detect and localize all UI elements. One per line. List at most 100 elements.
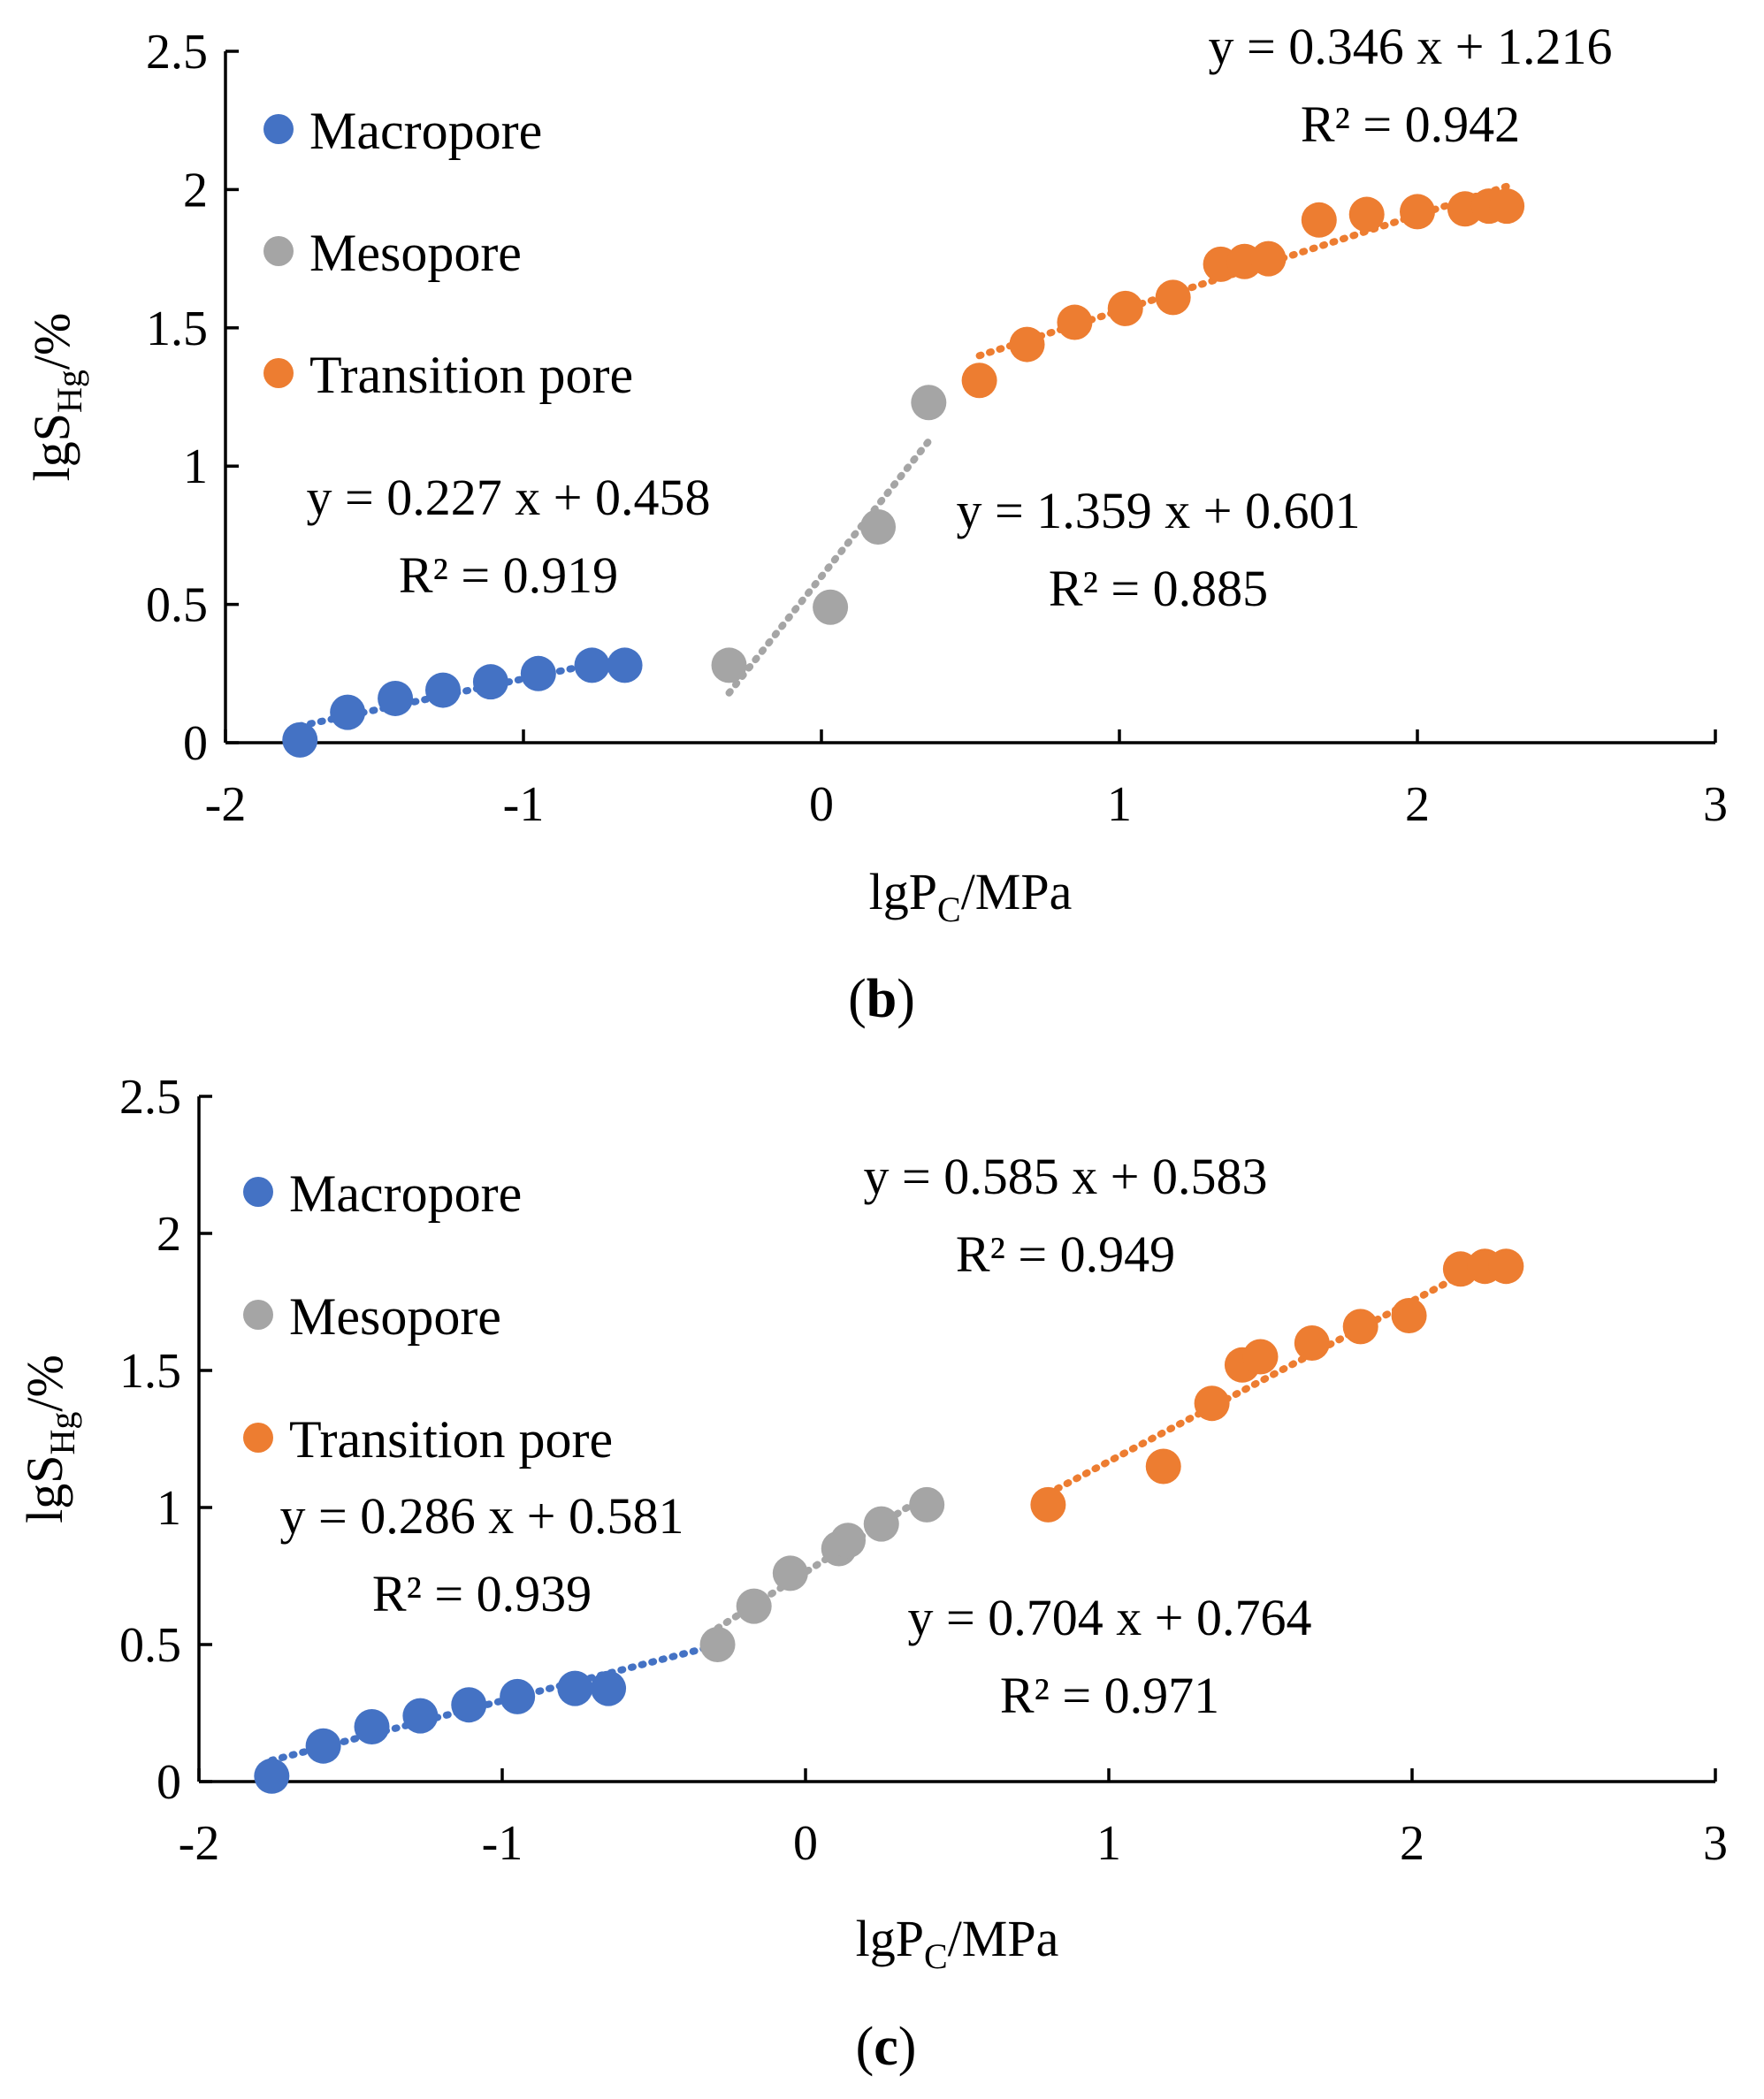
y-tick-label: 0.5	[146, 578, 208, 633]
point-transition-pore	[1488, 1248, 1524, 1285]
point-macropore	[402, 1698, 439, 1734]
y-tick-label: 1	[157, 1481, 181, 1536]
trend-equation: y = 0.227 x + 0.458	[307, 469, 711, 526]
point-macropore	[282, 721, 318, 758]
trend-r2: R² = 0.971	[1000, 1667, 1219, 1724]
x-tick-label: 3	[1703, 1816, 1728, 1871]
legend-label: Macropore	[309, 102, 542, 160]
point-mesopore	[911, 385, 947, 421]
x-axis-title-sub: C	[924, 1936, 948, 1976]
x-tick-label: 3	[1703, 777, 1728, 832]
point-macropore	[607, 647, 643, 683]
trend-r2: R² = 0.885	[1049, 560, 1268, 617]
y-axis-title-base: lgS	[23, 413, 80, 481]
point-macropore	[500, 1678, 536, 1714]
panel-caption-letter: c	[874, 2017, 898, 2077]
point-macropore	[520, 655, 556, 691]
trend-r2: R² = 0.949	[956, 1225, 1175, 1283]
point-transition-pore	[1057, 304, 1093, 340]
y-tick-label: 2	[183, 163, 208, 218]
point-macropore	[354, 1709, 390, 1744]
y-axis-title-base: lgS	[16, 1454, 73, 1523]
y-tick-label: 1	[183, 439, 208, 494]
point-transition-pore	[1009, 326, 1045, 363]
point-transition-pore	[1301, 202, 1337, 238]
point-transition-pore	[1342, 1309, 1378, 1345]
y-tick-label: 1.5	[119, 1344, 181, 1399]
x-axis-title: lgPC/MPa	[869, 863, 1073, 929]
point-transition-pore	[1348, 196, 1385, 233]
x-axis-title-sub: C	[937, 889, 961, 929]
point-mesopore	[863, 1506, 899, 1542]
point-transition-pore	[1400, 194, 1435, 230]
point-mesopore	[736, 1588, 772, 1624]
y-axis-title-sub: Hg	[42, 1412, 82, 1455]
point-mesopore	[909, 1486, 945, 1523]
point-transition-pore	[1107, 290, 1143, 326]
x-tick-label: -2	[205, 777, 247, 832]
panel-caption: (b)	[848, 969, 915, 1029]
trendline-mesopore	[725, 437, 933, 697]
y-tick-label: 2	[157, 1207, 181, 1262]
y-tick-label: 1.5	[146, 301, 208, 356]
trend-equation: y = 1.359 x + 0.601	[957, 482, 1361, 539]
point-macropore	[557, 1670, 593, 1706]
x-axis-title-rest: /MPa	[961, 863, 1073, 920]
legend-label: Mesopore	[309, 224, 522, 282]
point-transition-pore	[1194, 1385, 1230, 1422]
point-macropore	[425, 672, 462, 708]
point-transition-pore	[961, 363, 997, 399]
x-axis-title-base: lgP	[856, 1910, 924, 1967]
point-mesopore	[772, 1555, 808, 1591]
x-tick-label: 1	[1096, 1816, 1121, 1871]
point-macropore	[330, 694, 366, 730]
x-tick-label: -1	[503, 777, 545, 832]
trend-equation: y = 0.286 x + 0.581	[280, 1487, 684, 1545]
x-tick-label: -2	[179, 1816, 220, 1871]
legend-marker-macropore	[263, 114, 294, 144]
legend-marker-macropore	[243, 1177, 273, 1207]
y-axis-title: lgSHg/%	[16, 1355, 82, 1523]
trend-equation: y = 0.346 x + 1.216	[1209, 18, 1613, 75]
point-transition-pore	[1250, 240, 1287, 277]
y-tick-label: 0	[157, 1755, 181, 1810]
chart-c: 0 0.5 1 1.5 2 2.5 -2 -1 0 1 2 3 lgPC/MPa lgSHg/% Macro…	[16, 1070, 1728, 2077]
point-mesopore	[813, 589, 849, 625]
chart-b: 0 0.5 1 1.5 2 2.5 -2 -1 0 1 2 3 lgPC/MPa lgSHg/% Macro…	[23, 18, 1728, 1029]
trend-equation: y = 0.704 x + 0.764	[908, 1589, 1312, 1646]
x-tick-label: 0	[809, 777, 834, 832]
x-tick-label: -1	[482, 1816, 523, 1871]
legend-label: Macropore	[289, 1164, 522, 1223]
x-tick-label: 1	[1107, 777, 1132, 832]
legend-marker-transition-pore	[243, 1423, 273, 1453]
point-transition-pore	[1294, 1325, 1330, 1361]
trendline-transition-pore	[1044, 1248, 1510, 1498]
y-tick-label: 0	[183, 716, 208, 771]
point-macropore	[378, 680, 414, 716]
y-axis-title-rest: /%	[23, 313, 80, 370]
panel-caption: (c)	[856, 2017, 917, 2077]
point-macropore	[574, 647, 610, 683]
y-tick-label: 0.5	[119, 1618, 181, 1673]
x-axis-title-base: lgP	[869, 863, 937, 920]
point-transition-pore	[1145, 1448, 1181, 1485]
point-mesopore	[699, 1627, 736, 1662]
point-mesopore	[860, 509, 897, 546]
legend-label: Mesopore	[289, 1287, 501, 1346]
panel-caption-letter: b	[867, 969, 897, 1029]
legend-marker-mesopore	[243, 1300, 273, 1330]
point-mesopore	[830, 1523, 867, 1559]
trend-r2: R² = 0.942	[1301, 95, 1520, 153]
x-tick-label: 2	[1400, 1816, 1424, 1871]
x-axis-title-rest: /MPa	[948, 1910, 1059, 1967]
legend-label: Transition pore	[289, 1410, 613, 1469]
y-axis-title-sub: Hg	[50, 370, 89, 413]
point-macropore	[472, 664, 508, 700]
y-axis-title: lgSHg/%	[23, 313, 89, 482]
y-tick-label: 2.5	[146, 25, 208, 80]
point-transition-pore	[1242, 1339, 1279, 1375]
point-mesopore	[711, 647, 747, 683]
point-macropore	[305, 1728, 341, 1764]
trend-equation: y = 0.585 x + 0.583	[864, 1148, 1268, 1205]
